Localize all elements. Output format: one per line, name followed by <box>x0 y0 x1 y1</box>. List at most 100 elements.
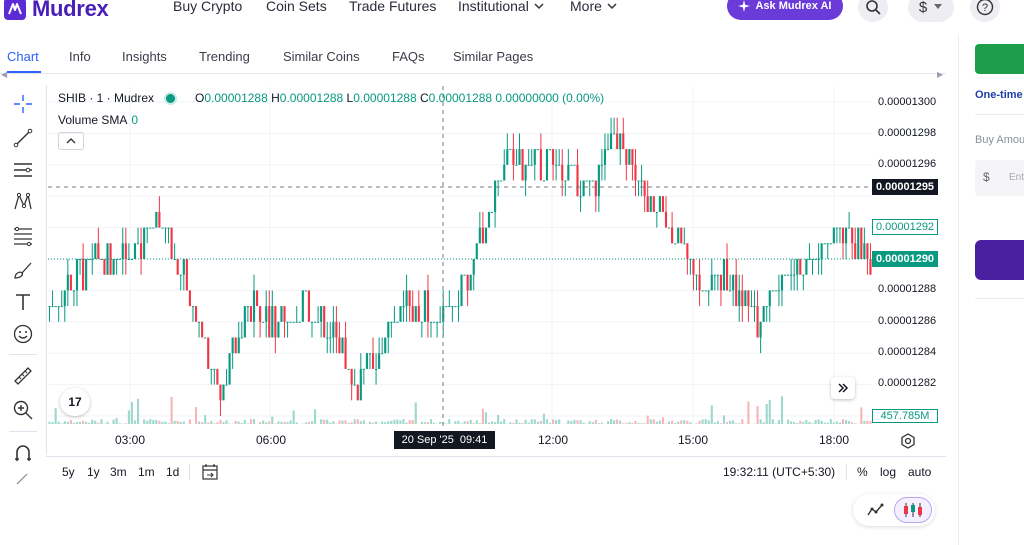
nav-buy-crypto[interactable]: Buy Crypto <box>173 0 243 14</box>
candle-body <box>255 290 259 307</box>
volume-bar <box>655 421 658 424</box>
volume-bar <box>664 423 668 424</box>
volume-bar <box>683 420 686 424</box>
trend-line-tool[interactable] <box>11 126 35 150</box>
candle-body <box>362 368 365 370</box>
candle-body <box>317 321 320 323</box>
range-1y[interactable]: 1y <box>87 465 100 479</box>
volume-bar <box>848 421 851 424</box>
volume-bar <box>713 422 716 424</box>
search-button[interactable] <box>858 0 888 22</box>
tabs-scroll-left-icon[interactable]: ◀ <box>1 70 8 79</box>
volume-bar <box>94 420 97 424</box>
help-button[interactable]: ? <box>970 0 1000 22</box>
line-chart-button[interactable] <box>856 497 894 523</box>
volume-bar <box>362 420 365 424</box>
ask-mudrex-ai-button[interactable]: Ask Mudrex AI <box>727 0 843 20</box>
crosshair-tool[interactable] <box>11 92 35 116</box>
buy-submit-button[interactable] <box>975 240 1024 280</box>
pattern-tool[interactable] <box>11 190 35 214</box>
candle-body <box>521 149 524 181</box>
tab-trending[interactable]: Trending <box>199 49 250 64</box>
nav-trade-futures[interactable]: Trade Futures <box>349 0 437 14</box>
candle-body <box>469 274 472 291</box>
volume-bar <box>88 422 91 424</box>
tab-info[interactable]: Info <box>69 49 91 64</box>
volume-bar <box>387 421 390 424</box>
volume-bar <box>143 419 146 424</box>
tab-chart[interactable]: Chart <box>7 49 39 64</box>
candle-body <box>692 259 695 275</box>
candle-body <box>225 384 228 386</box>
candle-body <box>671 227 674 244</box>
one-time-tab[interactable]: One-time <box>975 89 1023 101</box>
range-3m[interactable]: 3m <box>110 465 127 479</box>
candle-body <box>710 274 713 291</box>
brand-logo[interactable]: Mudrex <box>4 0 109 22</box>
candle-body <box>237 337 240 354</box>
volume-bar <box>835 421 838 424</box>
measure-tool[interactable] <box>11 364 35 388</box>
volume-bar <box>738 423 741 424</box>
volume-bar <box>82 420 85 424</box>
candle-body <box>463 274 466 276</box>
auto-toggle[interactable]: auto <box>908 465 932 479</box>
scroll-to-realtime-button[interactable] <box>831 377 855 399</box>
volume-bar <box>494 422 497 424</box>
search-icon <box>866 0 881 15</box>
fib-retracement-icon <box>14 226 32 247</box>
range-1m[interactable]: 1m <box>138 465 155 479</box>
ohlc-values: O0.00001288 H0.00001288 L0.00001288 C0.0… <box>195 91 605 105</box>
currency-selector[interactable]: $ <box>908 0 954 22</box>
timezone-clock[interactable]: 19:32:11 (UTC+5:30) <box>723 465 836 479</box>
volume-bar <box>497 414 500 424</box>
line-chart-icon <box>867 503 884 516</box>
nav-coin-sets[interactable]: Coin Sets <box>266 0 327 14</box>
volume-bar <box>265 422 268 424</box>
tab-similar-pages[interactable]: Similar Pages <box>453 49 534 64</box>
zoom-in-icon <box>13 400 33 420</box>
date-range-button[interactable] <box>201 463 219 486</box>
candle-body <box>811 259 814 260</box>
volume-bar <box>579 420 582 424</box>
nav-more[interactable]: More <box>570 0 617 14</box>
tradingview-logo[interactable]: 17 <box>60 388 90 416</box>
range-1d[interactable]: 1d <box>166 465 180 479</box>
horizontal-lines-tool[interactable] <box>11 158 35 182</box>
volume-bar <box>634 421 637 424</box>
candle-body <box>707 290 710 292</box>
candle-body <box>484 227 488 244</box>
tab-faqs[interactable]: FAQs <box>392 49 425 64</box>
legend-collapse-button[interactable] <box>58 132 84 150</box>
candle-body <box>805 259 808 275</box>
candle-body <box>417 306 420 322</box>
tab-similar-coins[interactable]: Similar Coins <box>283 49 360 64</box>
lock-tool[interactable] <box>11 471 35 485</box>
volume-bar <box>371 422 375 424</box>
volume-bar <box>112 419 115 424</box>
candle-body <box>841 227 845 244</box>
buy-amount-input[interactable]: $ Ent <box>975 160 1024 196</box>
volume-bar <box>698 420 701 424</box>
range-5y[interactable]: 5y <box>62 465 75 479</box>
percent-toggle[interactable]: % <box>857 465 868 479</box>
chart-settings-button[interactable] <box>899 432 917 450</box>
crosshair-time-tag: 20 Sep '25 09:41 <box>394 431 495 449</box>
zoom-tool[interactable] <box>11 398 35 422</box>
magnet-tool[interactable] <box>11 441 35 465</box>
volume-bar <box>704 419 707 424</box>
candle-body <box>252 290 256 322</box>
log-toggle[interactable]: log <box>880 465 897 479</box>
nav-institutional[interactable]: Institutional <box>458 0 544 14</box>
emoji-tool[interactable] <box>11 322 35 346</box>
brush-tool[interactable] <box>11 258 35 282</box>
candlestick-chart-button[interactable] <box>894 497 932 523</box>
buy-tab-button[interactable] <box>975 44 1024 74</box>
tab-insights[interactable]: Insights <box>122 49 167 64</box>
volume-bar <box>707 420 710 424</box>
text-tool[interactable] <box>11 290 35 314</box>
price-chart[interactable] <box>48 86 872 426</box>
fib-tool[interactable] <box>11 224 35 248</box>
tabs-scroll-right-icon[interactable]: ▶ <box>937 70 944 79</box>
volume-bar <box>591 422 594 424</box>
